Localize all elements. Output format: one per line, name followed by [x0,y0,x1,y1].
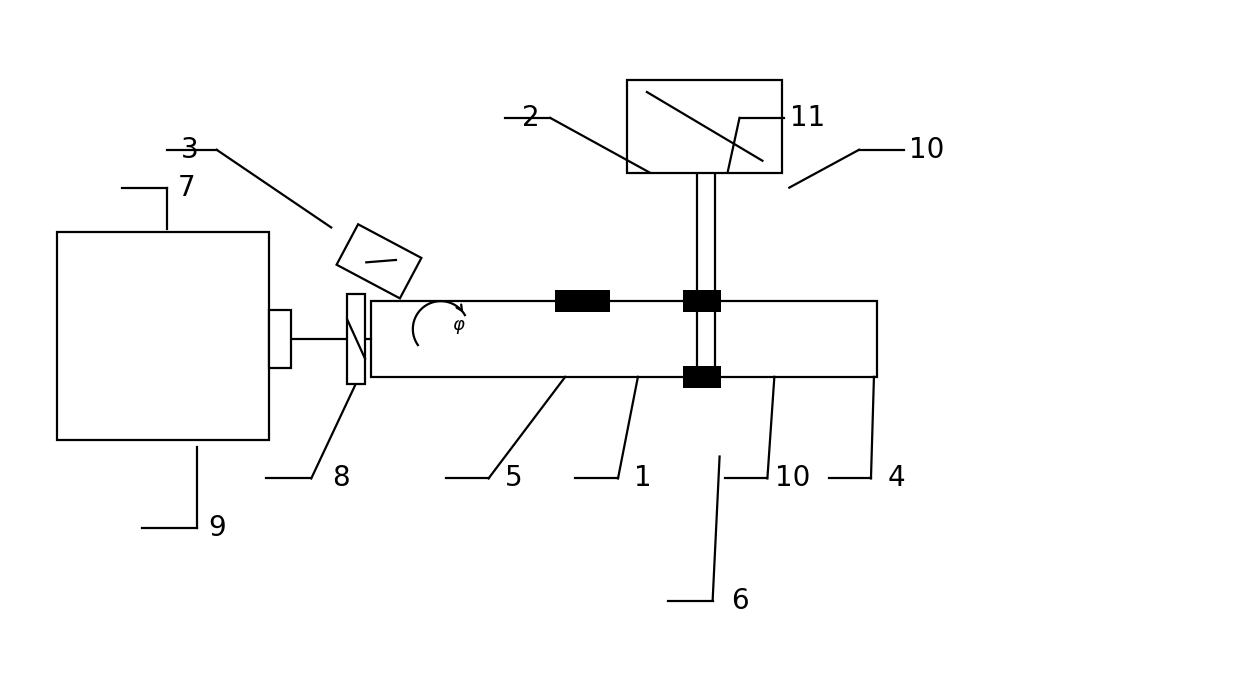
Text: 5: 5 [505,464,522,492]
Bar [683,290,720,312]
Text: 10: 10 [775,464,810,492]
Text: 6: 6 [730,587,748,615]
Text: 1: 1 [634,464,652,492]
Bar [269,310,291,368]
Bar [627,80,782,173]
Text: 8: 8 [332,464,350,492]
Text: 10: 10 [909,136,945,164]
Text: 4: 4 [888,464,905,492]
Bar [556,290,610,312]
Text: $\varphi$: $\varphi$ [451,318,465,336]
Text: 3: 3 [181,136,198,164]
Text: 9: 9 [208,515,226,542]
Bar [347,294,365,384]
Polygon shape [336,224,422,299]
Bar [57,232,269,439]
Text: 7: 7 [179,173,196,202]
Text: 2: 2 [522,104,539,132]
Bar [683,366,720,388]
Text: 11: 11 [790,104,825,132]
Bar [371,301,877,377]
